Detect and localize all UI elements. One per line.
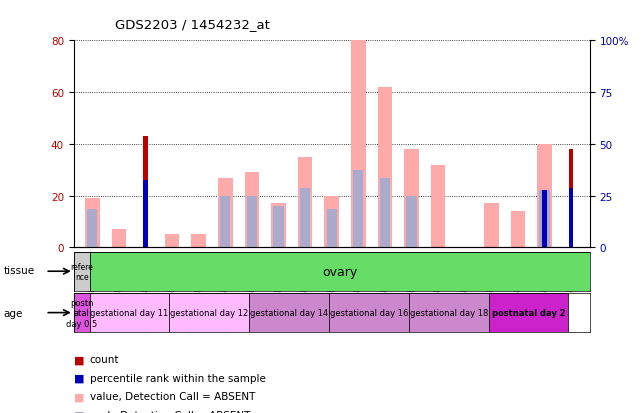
Bar bbox=[431, 165, 445, 248]
Text: rank, Detection Call = ABSENT: rank, Detection Call = ABSENT bbox=[90, 410, 250, 413]
Text: ■: ■ bbox=[74, 410, 84, 413]
Text: GSM120855: GSM120855 bbox=[141, 251, 150, 301]
Text: ■: ■ bbox=[74, 373, 84, 383]
Bar bbox=[74, 252, 90, 291]
Bar bbox=[90, 293, 169, 332]
Text: percentile rank within the sample: percentile rank within the sample bbox=[90, 373, 265, 383]
Bar bbox=[143, 137, 148, 248]
Bar bbox=[351, 41, 365, 248]
Text: ■: ■ bbox=[74, 354, 84, 364]
Text: GSM120840: GSM120840 bbox=[540, 251, 549, 301]
Bar bbox=[165, 235, 179, 248]
Bar bbox=[409, 293, 488, 332]
Text: refere
nce: refere nce bbox=[71, 262, 93, 281]
Bar bbox=[143, 180, 148, 248]
Bar bbox=[249, 293, 329, 332]
Text: GSM120849: GSM120849 bbox=[301, 251, 310, 301]
Bar bbox=[327, 209, 337, 248]
Bar bbox=[271, 204, 286, 248]
Text: gestational day 18: gestational day 18 bbox=[410, 309, 488, 317]
Bar bbox=[218, 178, 233, 248]
Text: GSM120845: GSM120845 bbox=[354, 251, 363, 301]
Bar bbox=[329, 293, 409, 332]
Text: gestational day 16: gestational day 16 bbox=[329, 309, 408, 317]
Text: postn
atal
day 0.5: postn atal day 0.5 bbox=[66, 298, 97, 328]
Bar bbox=[324, 196, 339, 248]
Bar bbox=[353, 170, 363, 248]
Bar bbox=[380, 178, 390, 248]
Bar bbox=[221, 196, 230, 248]
Text: postnatal day 2: postnatal day 2 bbox=[492, 309, 565, 317]
Text: GSM120846: GSM120846 bbox=[380, 251, 390, 301]
Bar bbox=[192, 235, 206, 248]
Bar bbox=[300, 188, 310, 248]
Text: ■: ■ bbox=[74, 392, 84, 401]
Bar bbox=[404, 150, 419, 248]
Text: GSM120841: GSM120841 bbox=[567, 251, 576, 301]
Text: tissue: tissue bbox=[3, 266, 35, 275]
Bar bbox=[484, 204, 499, 248]
Bar bbox=[569, 150, 574, 248]
Text: GSM120854: GSM120854 bbox=[115, 251, 124, 301]
Text: gestational day 12: gestational day 12 bbox=[171, 309, 249, 317]
Text: gestational day 14: gestational day 14 bbox=[250, 309, 328, 317]
Text: GDS2203 / 1454232_at: GDS2203 / 1454232_at bbox=[115, 18, 271, 31]
Bar bbox=[169, 293, 249, 332]
Text: GSM120847: GSM120847 bbox=[407, 251, 416, 301]
Text: GSM120856: GSM120856 bbox=[168, 251, 177, 301]
Text: GSM120857: GSM120857 bbox=[88, 251, 97, 301]
Bar bbox=[85, 199, 99, 248]
Bar bbox=[540, 191, 549, 248]
Bar bbox=[537, 145, 552, 248]
Bar bbox=[112, 230, 126, 248]
Bar bbox=[542, 191, 547, 248]
Text: GSM120842: GSM120842 bbox=[433, 251, 442, 301]
Text: GSM120848: GSM120848 bbox=[274, 251, 283, 301]
Text: ovary: ovary bbox=[322, 265, 357, 278]
Text: GSM120853: GSM120853 bbox=[247, 251, 256, 301]
Bar bbox=[274, 206, 283, 248]
Text: GSM120844: GSM120844 bbox=[487, 251, 495, 301]
Text: value, Detection Call = ABSENT: value, Detection Call = ABSENT bbox=[90, 392, 255, 401]
Bar bbox=[87, 209, 97, 248]
Bar bbox=[74, 293, 90, 332]
Text: GSM120852: GSM120852 bbox=[221, 251, 230, 301]
Bar bbox=[247, 196, 257, 248]
Text: GSM120850: GSM120850 bbox=[327, 251, 337, 301]
Text: count: count bbox=[90, 354, 119, 364]
Text: age: age bbox=[3, 308, 22, 318]
Bar bbox=[245, 173, 259, 248]
Bar bbox=[569, 188, 574, 248]
Text: GSM120851: GSM120851 bbox=[194, 251, 203, 301]
Bar bbox=[488, 293, 569, 332]
Text: GSM120839: GSM120839 bbox=[513, 251, 522, 301]
Bar bbox=[378, 88, 392, 248]
Bar bbox=[406, 196, 417, 248]
Text: gestational day 11: gestational day 11 bbox=[90, 309, 169, 317]
Bar bbox=[298, 157, 312, 248]
Bar bbox=[511, 211, 525, 248]
Text: GSM120843: GSM120843 bbox=[460, 251, 469, 301]
